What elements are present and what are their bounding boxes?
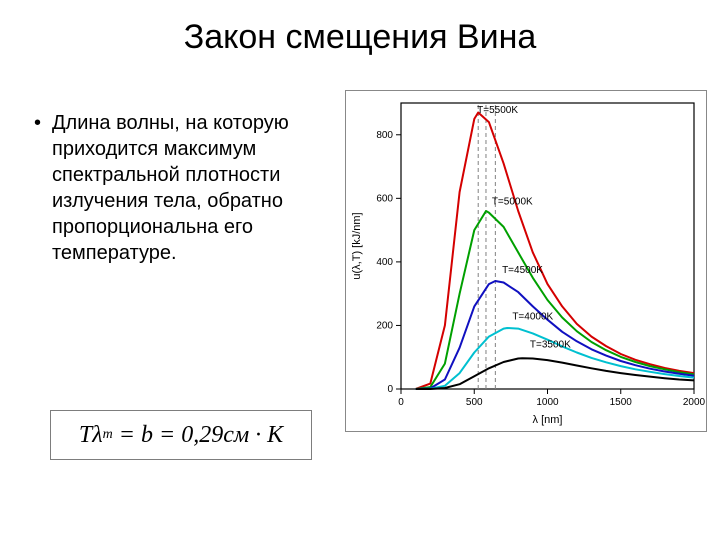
svg-text:500: 500 — [466, 397, 483, 408]
svg-text:400: 400 — [376, 257, 393, 268]
svg-text:200: 200 — [376, 320, 393, 331]
svg-text:800: 800 — [376, 130, 393, 141]
bullet-item: • Длина волны, на которую приходится мак… — [34, 110, 334, 266]
bullet-dot: • — [34, 110, 41, 136]
formula-lambda: λ — [92, 422, 102, 449]
svg-text:T=4000K: T=4000K — [512, 312, 553, 323]
svg-text:600: 600 — [376, 193, 393, 204]
svg-text:1000: 1000 — [536, 397, 559, 408]
slide: Закон смещения Вина • Длина волны, на ко… — [0, 0, 720, 540]
formula-T: T — [79, 422, 92, 449]
svg-text:T=5500K: T=5500K — [477, 105, 518, 116]
formula-mid: = b = 0,29 — [113, 422, 223, 449]
slide-title: Закон смещения Вина — [0, 18, 720, 57]
svg-text:1500: 1500 — [610, 397, 633, 408]
svg-text:u(λ,T) [kJ/nm]: u(λ,T) [kJ/nm] — [351, 212, 363, 279]
bullet-text: Длина волны, на которую приходится макси… — [52, 110, 334, 266]
formula-unit: см · К — [223, 422, 283, 449]
formula-sub: m — [103, 427, 113, 443]
chart-svg: 0 500 1000 1500 2000 0 200 400 600 800 λ [nm] u(λ,T… — [346, 91, 706, 431]
svg-text:0: 0 — [398, 397, 404, 408]
svg-text:T=4500K: T=4500K — [502, 265, 543, 276]
svg-text:0: 0 — [387, 384, 393, 395]
formula-box: Tλm = b = 0,29см · К — [50, 410, 312, 460]
svg-text:T=5000K: T=5000K — [492, 197, 533, 208]
svg-text:2000: 2000 — [683, 397, 706, 408]
blackbody-chart: 0 500 1000 1500 2000 0 200 400 600 800 λ [nm] u(λ,T… — [345, 90, 707, 432]
svg-text:T=3500K: T=3500K — [530, 340, 571, 351]
svg-text:λ [nm]: λ [nm] — [533, 414, 563, 426]
